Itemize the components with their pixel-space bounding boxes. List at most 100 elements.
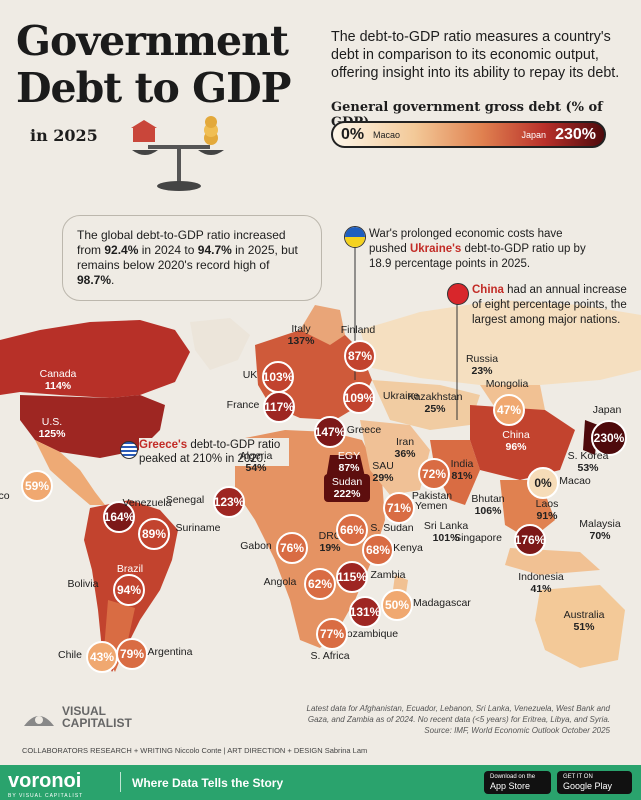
country-label-u-s-: U.S. 125% bbox=[22, 416, 82, 440]
china-flag-icon bbox=[447, 283, 469, 305]
country-name-canada: Canada bbox=[39, 368, 77, 380]
callout-china-country: China bbox=[472, 284, 504, 296]
title-line-1: Government bbox=[16, 17, 289, 65]
country-name-angola: Angola bbox=[263, 576, 297, 588]
country-value-indonesia: 41% bbox=[530, 583, 552, 595]
country-label-sudan: Sudan 222% bbox=[324, 474, 370, 502]
country-value-kazakhstan: 25% bbox=[424, 403, 446, 415]
country-name-macao: Macao bbox=[559, 475, 591, 487]
country-name-drc: DRC bbox=[318, 530, 342, 542]
country-value-algeria: 54% bbox=[245, 462, 267, 474]
app-store-small: Download on the bbox=[490, 774, 536, 780]
bubble-suriname: 89% bbox=[138, 518, 170, 550]
country-label-indonesia: Indonesia 41% bbox=[511, 571, 571, 595]
legend-max-value: 230% bbox=[555, 126, 596, 143]
bubble-pakistan: 72% bbox=[418, 458, 450, 490]
country-name-s-africa: S. Africa bbox=[310, 650, 350, 662]
ukraine-flag-icon bbox=[344, 226, 366, 248]
country-value-canada: 114% bbox=[44, 380, 72, 392]
country-value-china: 96% bbox=[505, 441, 527, 453]
country-name-kazakhstan: Kazakhstan bbox=[407, 391, 463, 403]
bubble-france: 117% bbox=[263, 391, 295, 423]
intro-text: The debt-to-GDP ratio measures a country… bbox=[331, 29, 620, 81]
country-name-madagascar: Madagascar bbox=[413, 597, 471, 609]
bubble-mozambique: 131% bbox=[349, 596, 381, 628]
app-store-label: App Store bbox=[490, 781, 531, 791]
greece-flag-icon bbox=[120, 441, 138, 459]
country-label-italy: Italy 137% bbox=[271, 323, 331, 347]
country-name-russia: Russia bbox=[465, 353, 499, 365]
landmass-scandinavia bbox=[300, 305, 345, 345]
country-name-egy: EGY bbox=[337, 450, 361, 462]
subtitle-year: in 2025 bbox=[30, 126, 98, 145]
country-value-australia: 51% bbox=[573, 621, 595, 633]
bubble-ukraine: 109% bbox=[343, 382, 375, 414]
landmass-mexico bbox=[35, 440, 105, 505]
country-name-kenya: Kenya bbox=[393, 542, 423, 554]
callout-global-text-2: in 2024 to bbox=[138, 243, 198, 257]
landmass-australia bbox=[535, 585, 625, 668]
landmass-canada bbox=[0, 320, 190, 398]
country-name-sudan: Sudan bbox=[331, 476, 363, 488]
country-name-finland: Finland bbox=[340, 324, 376, 336]
bubble-macao: 0% bbox=[527, 467, 559, 499]
voronoi-logo[interactable]: voronoi BY VISUAL CAPITALIST bbox=[8, 770, 83, 799]
country-name-gabon: Gabon bbox=[240, 540, 272, 552]
country-name-mozambique: Mozambique bbox=[338, 628, 399, 640]
country-name-zambia: Zambia bbox=[370, 569, 406, 581]
country-name-u-s-: U.S. bbox=[41, 416, 63, 428]
google-play-small: GET IT ON bbox=[563, 774, 593, 780]
callout-greece-country: Greece's bbox=[139, 439, 188, 451]
country-name-malaysia: Malaysia bbox=[579, 518, 621, 530]
collaborators-credit: COLLABORATORS RESEARCH + WRITING Niccolo… bbox=[22, 746, 368, 755]
country-name-uk: UK bbox=[242, 369, 258, 381]
country-value-sau: 29% bbox=[372, 472, 394, 484]
tagline: Where Data Tells the Story bbox=[132, 776, 284, 790]
country-label-laos: Laos 91% bbox=[517, 498, 577, 522]
country-name-s-sudan: S. Sudan bbox=[370, 522, 414, 534]
bubble-mexico: 59% bbox=[21, 470, 53, 502]
bubble-kenya: 68% bbox=[362, 534, 394, 566]
bubble-argentina: 79% bbox=[116, 638, 148, 670]
country-value-russia: 23% bbox=[471, 365, 493, 377]
voronoi-subtitle: BY VISUAL CAPITALIST bbox=[8, 793, 84, 799]
bubble-singapore: 176% bbox=[514, 524, 546, 556]
bubble-yemen: 71% bbox=[383, 492, 415, 524]
country-name-indonesia: Indonesia bbox=[518, 571, 564, 583]
country-value-s-korea: 53% bbox=[577, 462, 599, 474]
bubble-mongolia: 47% bbox=[493, 394, 525, 426]
country-label-malaysia: Malaysia 70% bbox=[570, 518, 630, 542]
country-name-mongolia: Mongolia bbox=[485, 378, 529, 390]
google-play-button[interactable]: GET IT ON Google Play bbox=[557, 771, 632, 794]
bubble-uk: 103% bbox=[262, 361, 294, 393]
callout-global-value-2025: 94.7% bbox=[197, 243, 232, 257]
callout-ukraine: War's prolonged economic costs have push… bbox=[369, 227, 599, 272]
landmass-central-asia bbox=[372, 380, 480, 430]
country-label-australia: Australia 51% bbox=[554, 609, 614, 633]
vc-logo-icon bbox=[24, 716, 54, 726]
country-name-chile: Chile bbox=[58, 649, 82, 661]
bubble-greece: 147% bbox=[314, 416, 346, 448]
country-name-greece: Greece bbox=[346, 424, 382, 436]
callout-global-value-2020: 98.7% bbox=[77, 273, 112, 287]
callout-global-text-3: in 2025, but remains below 2020's record… bbox=[77, 243, 298, 272]
callout-ukraine-country: Ukraine's bbox=[409, 243, 462, 255]
app-store-button[interactable]: Download on the App Store bbox=[484, 771, 551, 794]
country-label-kazakhstan: Kazakhstan 25% bbox=[405, 391, 465, 415]
country-value-sudan: 222% bbox=[333, 488, 361, 500]
callout-global-value-2024: 92.4% bbox=[104, 243, 139, 257]
country-name-singapore: Singapore bbox=[454, 532, 502, 544]
legend-max-name: Japan bbox=[521, 130, 546, 140]
bubble-finland: 87% bbox=[344, 340, 376, 372]
bubble-s-africa: 77% bbox=[316, 618, 348, 650]
bubble-venezuela: 164% bbox=[103, 501, 135, 533]
brand-name: VISUAL CAPITALIST bbox=[62, 704, 132, 730]
country-name-france: France bbox=[226, 399, 260, 411]
landmass-russia bbox=[360, 300, 641, 385]
country-label-s-korea: S. Korea 53% bbox=[558, 450, 618, 474]
country-name-mexico: Mexico bbox=[0, 490, 10, 502]
country-value-bhutan: 106% bbox=[474, 505, 502, 517]
country-label-bhutan: Bhutan 106% bbox=[458, 493, 518, 517]
country-label-canada: Canada 114% bbox=[28, 368, 88, 392]
